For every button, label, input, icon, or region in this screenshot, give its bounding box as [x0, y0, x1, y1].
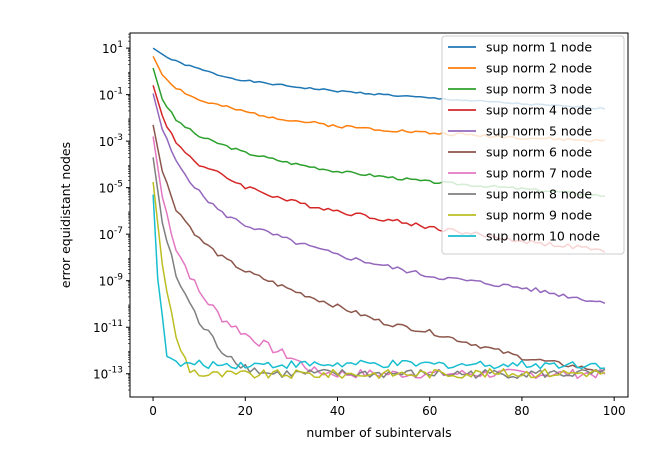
- series-line-9: [152, 181, 606, 380]
- legend-label: sup norm 3 node: [486, 82, 592, 97]
- legend: sup norm 1 node sup norm 2 node sup norm 3…: [441, 35, 625, 255]
- x-tick-label: 60: [422, 404, 437, 418]
- legend-label: sup norm 9 node: [486, 208, 592, 223]
- y-tick-label: 10-7: [99, 226, 123, 242]
- x-tick-label: 40: [330, 404, 345, 418]
- legend-label: sup norm 7 node: [486, 166, 592, 181]
- plot-frame: [129, 32, 629, 398]
- y-tick-label: 10-5: [99, 180, 123, 196]
- legend-label: sup norm 4 node: [486, 103, 592, 118]
- y-tick-label: 10-9: [99, 273, 124, 289]
- legend-label: sup norm 1 node: [486, 40, 592, 55]
- legend-box: [441, 35, 625, 255]
- legend-label: sup norm 8 node: [486, 187, 592, 202]
- x-axis-label: number of subintervals: [306, 425, 451, 440]
- series-line-5: [152, 93, 606, 304]
- x-tick-label: 100: [603, 404, 626, 418]
- y-tick-label: 101: [102, 40, 123, 56]
- legend-label: sup norm 10 node: [486, 229, 600, 244]
- plot-series-group: [152, 47, 606, 380]
- x-tick-label: 20: [238, 404, 253, 418]
- series-line-6: [152, 124, 606, 373]
- legend-label: sup norm 6 node: [486, 145, 592, 160]
- y-tick-label: 10-13: [93, 366, 123, 382]
- series-line-10: [152, 194, 605, 370]
- y-tick-label: 10-1: [99, 87, 123, 103]
- x-axis: 0 20 40 60 80 100: [149, 397, 626, 418]
- y-axis-label: error equidistant nodes: [58, 142, 73, 288]
- series-line-8: [152, 157, 606, 379]
- y-tick-label: 10-3: [99, 133, 123, 149]
- legend-label: sup norm 5 node: [486, 124, 592, 139]
- x-tick-label: 0: [149, 404, 157, 418]
- y-axis: 101 10-1 10-3 10-5 10-7 10-9 10-11 10-13: [93, 33, 130, 391]
- x-tick-label: 80: [514, 404, 529, 418]
- y-tick-label: 10-11: [93, 319, 123, 335]
- legend-label: sup norm 2 node: [486, 61, 592, 76]
